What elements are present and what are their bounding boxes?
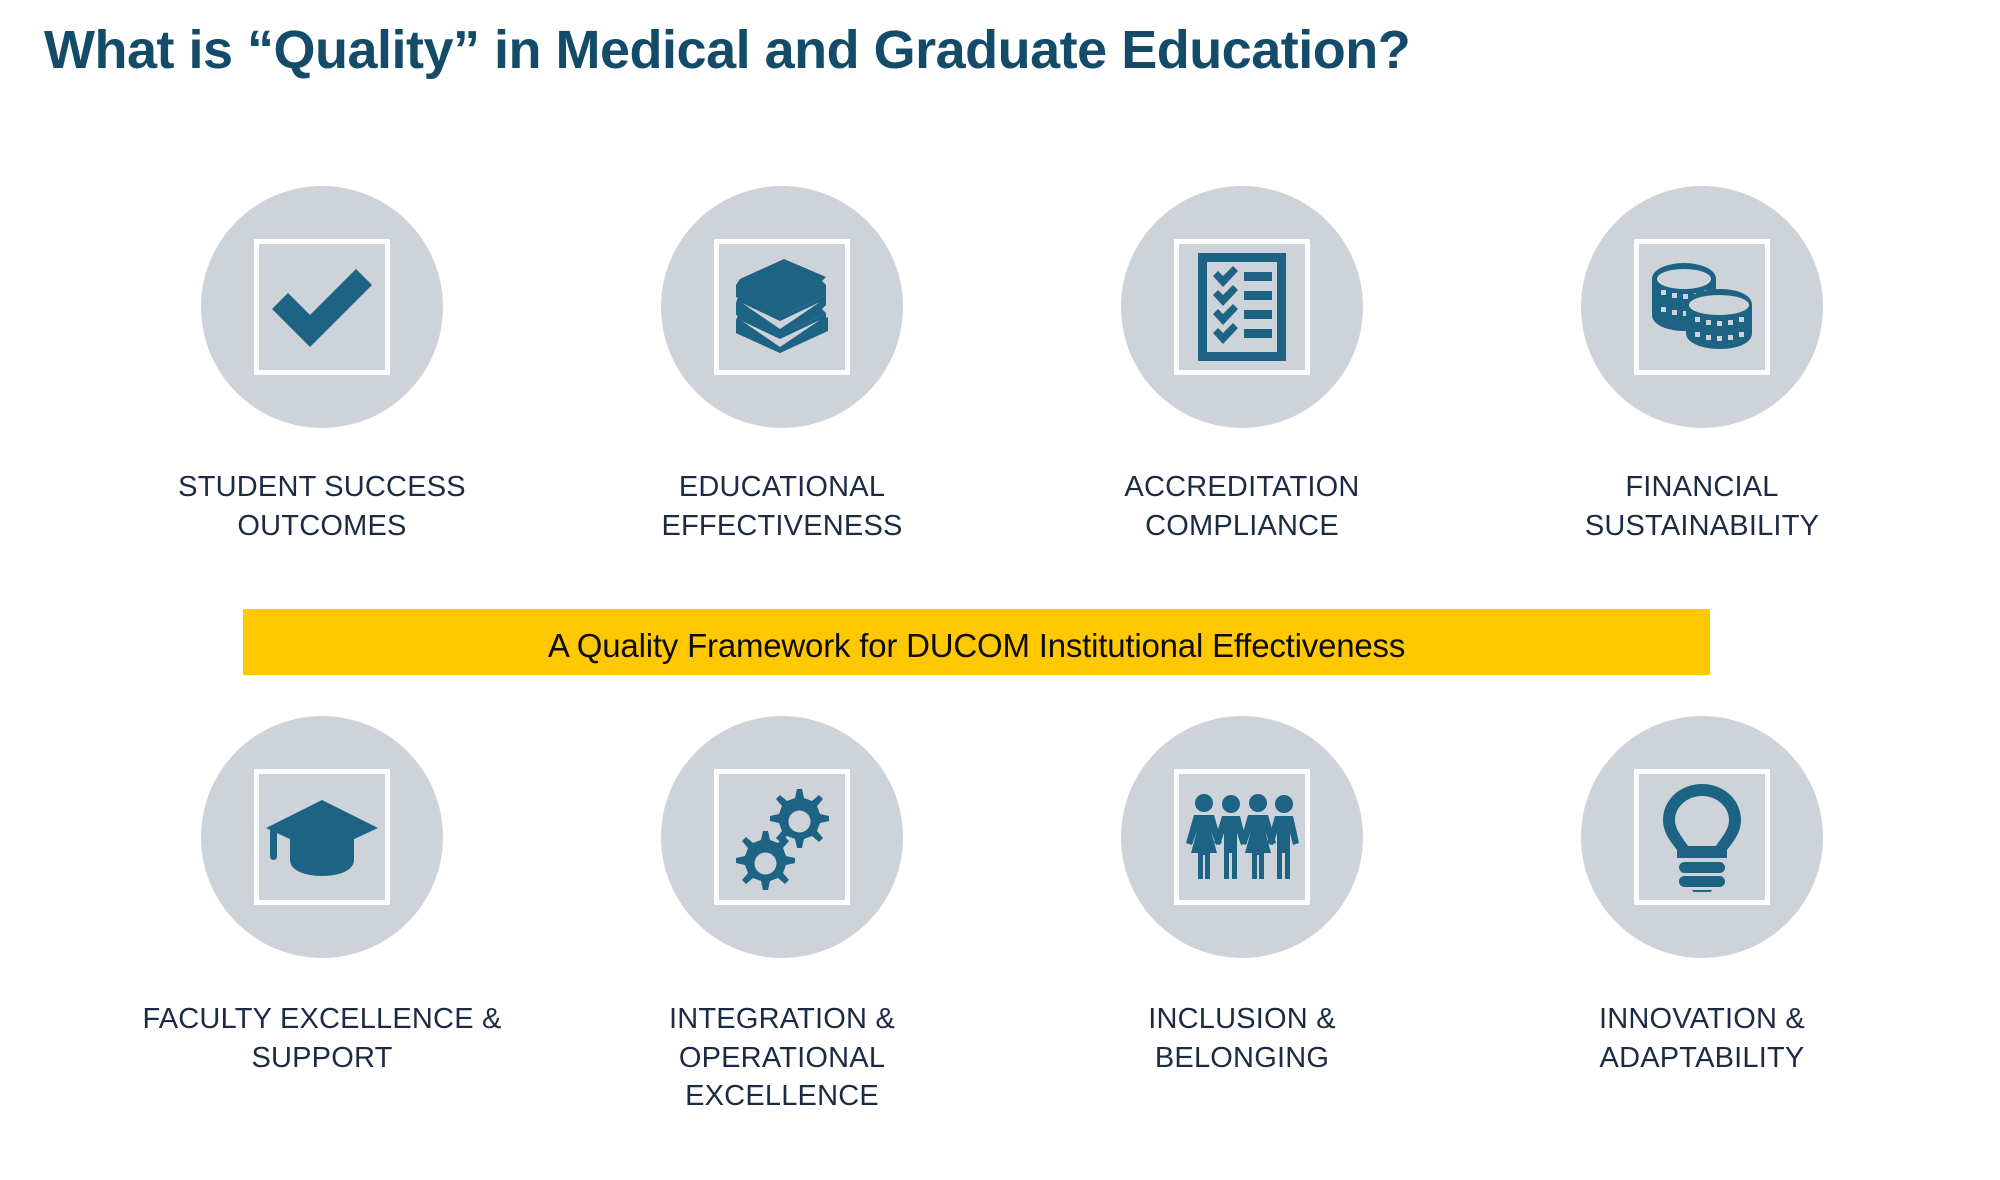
graduation-cap-icon xyxy=(264,792,380,882)
icon-circle xyxy=(1581,186,1823,428)
pillar-student-success-outcomes[interactable]: STUDENT SUCCESS OUTCOMES xyxy=(92,186,552,545)
coins-icon xyxy=(1646,257,1758,357)
pillar-financial-sustainability[interactable]: FINANCIAL SUSTAINABILITY xyxy=(1472,186,1932,545)
icon-circle xyxy=(1121,716,1363,958)
pillar-label: ACCREDITATION COMPLIANCE xyxy=(1124,471,1360,542)
icon-frame xyxy=(1634,239,1770,375)
pillar-label: FINANCIAL SUSTAINABILITY xyxy=(1584,471,1820,542)
pillar-label: INCLUSION & BELONGING xyxy=(1148,1003,1336,1074)
lightbulb-icon xyxy=(1659,782,1745,892)
pillar-accreditation-compliance[interactable]: ACCREDITATION COMPLIANCE xyxy=(1012,186,1472,545)
pillar-label: STUDENT SUCCESS OUTCOMES xyxy=(178,471,466,542)
pillar-label: EDUCATIONAL EFFECTIVENESS xyxy=(661,471,903,542)
icon-frame xyxy=(1174,239,1310,375)
page-title: What is “Quality” in Medical and Graduat… xyxy=(44,20,1411,80)
gears-icon xyxy=(728,783,836,891)
book-stack-icon xyxy=(726,253,838,361)
framework-banner-label: A Quality Framework for DUCOM Institutio… xyxy=(547,626,1406,664)
icon-frame xyxy=(254,769,390,905)
pillar-educational-effectiveness[interactable]: EDUCATIONAL EFFECTIVENESS xyxy=(552,186,1012,545)
checkmark-icon xyxy=(266,257,378,357)
pillar-faculty-excellence-support[interactable]: FACULTY EXCELLENCE & SUPPORT xyxy=(92,716,552,1116)
people-group-icon xyxy=(1184,791,1300,883)
icon-frame xyxy=(714,769,850,905)
checklist-icon xyxy=(1196,251,1288,363)
icon-circle xyxy=(1581,716,1823,958)
icon-circle xyxy=(1121,186,1363,428)
pillar-innovation-adaptability[interactable]: INNOVATION & ADAPTABILITY xyxy=(1472,716,1932,1116)
icon-circle xyxy=(201,186,443,428)
icon-frame xyxy=(1174,769,1310,905)
pillar-label: FACULTY EXCELLENCE & SUPPORT xyxy=(142,1003,502,1074)
icon-frame xyxy=(1634,769,1770,905)
top-pillar-row: STUDENT SUCCESS OUTCOMES xyxy=(0,186,2000,545)
icon-circle xyxy=(661,186,903,428)
icon-circle xyxy=(201,716,443,958)
pillar-label: INTEGRATION & OPERATIONAL EXCELLENCE xyxy=(668,1003,896,1113)
framework-banner: A Quality Framework for DUCOM Institutio… xyxy=(243,609,1710,675)
icon-frame xyxy=(254,239,390,375)
pillar-inclusion-belonging[interactable]: INCLUSION & BELONGING xyxy=(1012,716,1472,1116)
pillar-label: INNOVATION & ADAPTABILITY xyxy=(1599,1003,1805,1074)
pillar-integration-operational-excellence[interactable]: INTEGRATION & OPERATIONAL EXCELLENCE xyxy=(552,716,1012,1116)
bottom-pillar-row: FACULTY EXCELLENCE & SUPPORT INTEGRA xyxy=(0,716,2000,1116)
icon-frame xyxy=(714,239,850,375)
icon-circle xyxy=(661,716,903,958)
